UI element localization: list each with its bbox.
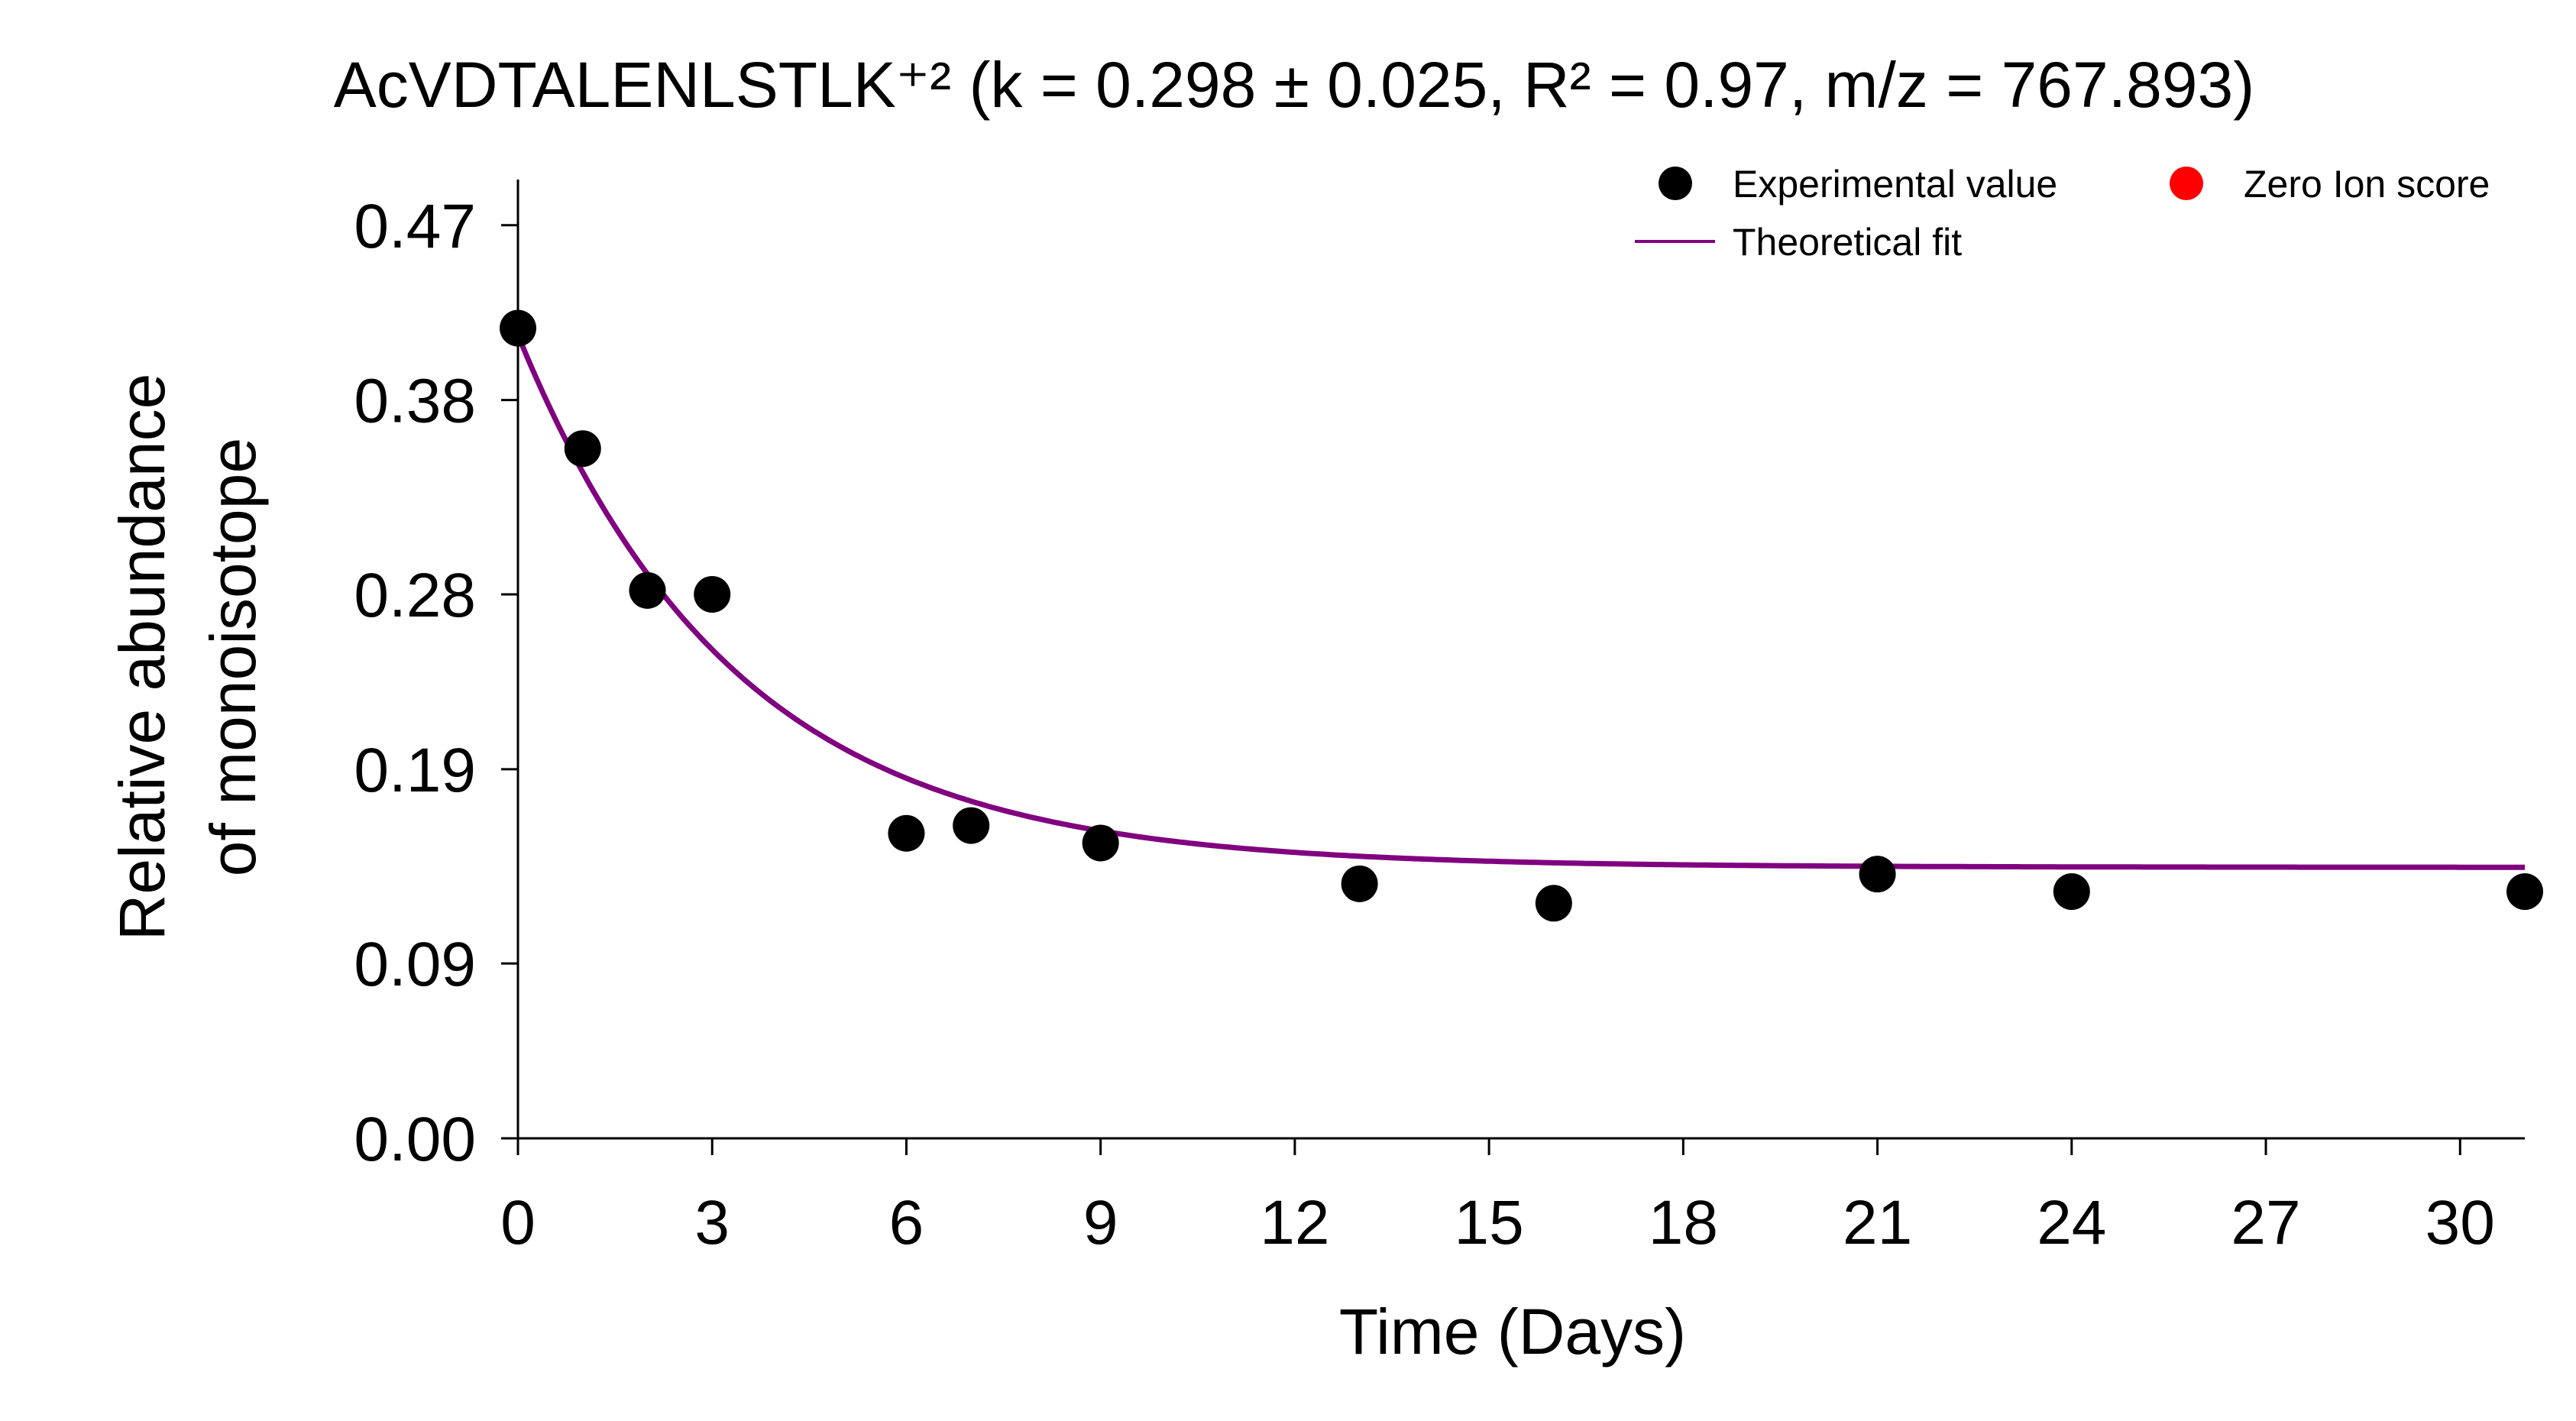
y-tick-label: 0.38 — [354, 367, 476, 436]
data-point — [2506, 873, 2543, 911]
x-tick-label: 18 — [1649, 1188, 1718, 1258]
x-tick-label: 15 — [1455, 1188, 1524, 1258]
data-points-layer — [500, 309, 2543, 922]
data-point — [1341, 865, 1378, 902]
y-tick-label: 0.19 — [354, 736, 476, 805]
x-tick-label: 30 — [2426, 1188, 2495, 1258]
x-tick-label: 6 — [889, 1188, 924, 1258]
x-tick-label: 21 — [1843, 1188, 1912, 1258]
axes — [516, 180, 2525, 1140]
y-tick-label: 0.09 — [354, 930, 476, 999]
data-point — [1082, 824, 1119, 862]
legend: Experimental value Zero Ion score Theore… — [1635, 163, 2490, 264]
x-tick-label: 12 — [1260, 1188, 1329, 1258]
data-point — [888, 814, 925, 852]
legend-label-theoretical: Theoretical fit — [1733, 221, 1962, 264]
y-tick-label: 0.47 — [354, 192, 476, 261]
legend-label-zero-ion: Zero Ion score — [2244, 163, 2490, 206]
x-axis-ticks: 0 3 6 9 12 15 18 21 24 27 30 — [500, 1138, 2495, 1258]
y-tick-label: 0.28 — [354, 561, 476, 630]
x-tick-label: 24 — [2037, 1188, 2106, 1258]
y-axis-label-line-1: Relative abundance — [106, 374, 178, 941]
y-tick-label: 0.00 — [354, 1105, 476, 1174]
y-axis-ticks: 0.00 0.09 0.19 0.28 0.38 0.47 — [354, 192, 518, 1174]
x-tick-label: 3 — [694, 1188, 730, 1258]
x-tick-label: 9 — [1083, 1188, 1118, 1258]
data-point — [500, 309, 536, 347]
chart-title: AcVDTALENLSTLK⁺² (k = 0.298 ± 0.025, R² … — [334, 49, 2254, 121]
fit-curve-layer — [515, 334, 2525, 870]
data-point — [629, 571, 666, 609]
data-point — [694, 575, 731, 613]
legend-marker-zero-ion — [2170, 167, 2203, 200]
data-point — [953, 807, 990, 844]
data-point — [2053, 873, 2090, 911]
data-point — [1859, 856, 1896, 893]
x-tick-label: 0 — [500, 1188, 536, 1258]
x-tick-label: 27 — [2231, 1188, 2300, 1258]
legend-label-experimental: Experimental value — [1733, 163, 2057, 206]
theoretical-fit-line — [515, 334, 2525, 870]
y-axis-label-line-2: of monoisotope — [197, 438, 269, 876]
x-axis-label: Time (Days) — [1339, 1296, 1686, 1368]
data-point — [1535, 885, 1572, 922]
data-point — [564, 430, 601, 468]
legend-marker-experimental — [1659, 167, 1692, 200]
